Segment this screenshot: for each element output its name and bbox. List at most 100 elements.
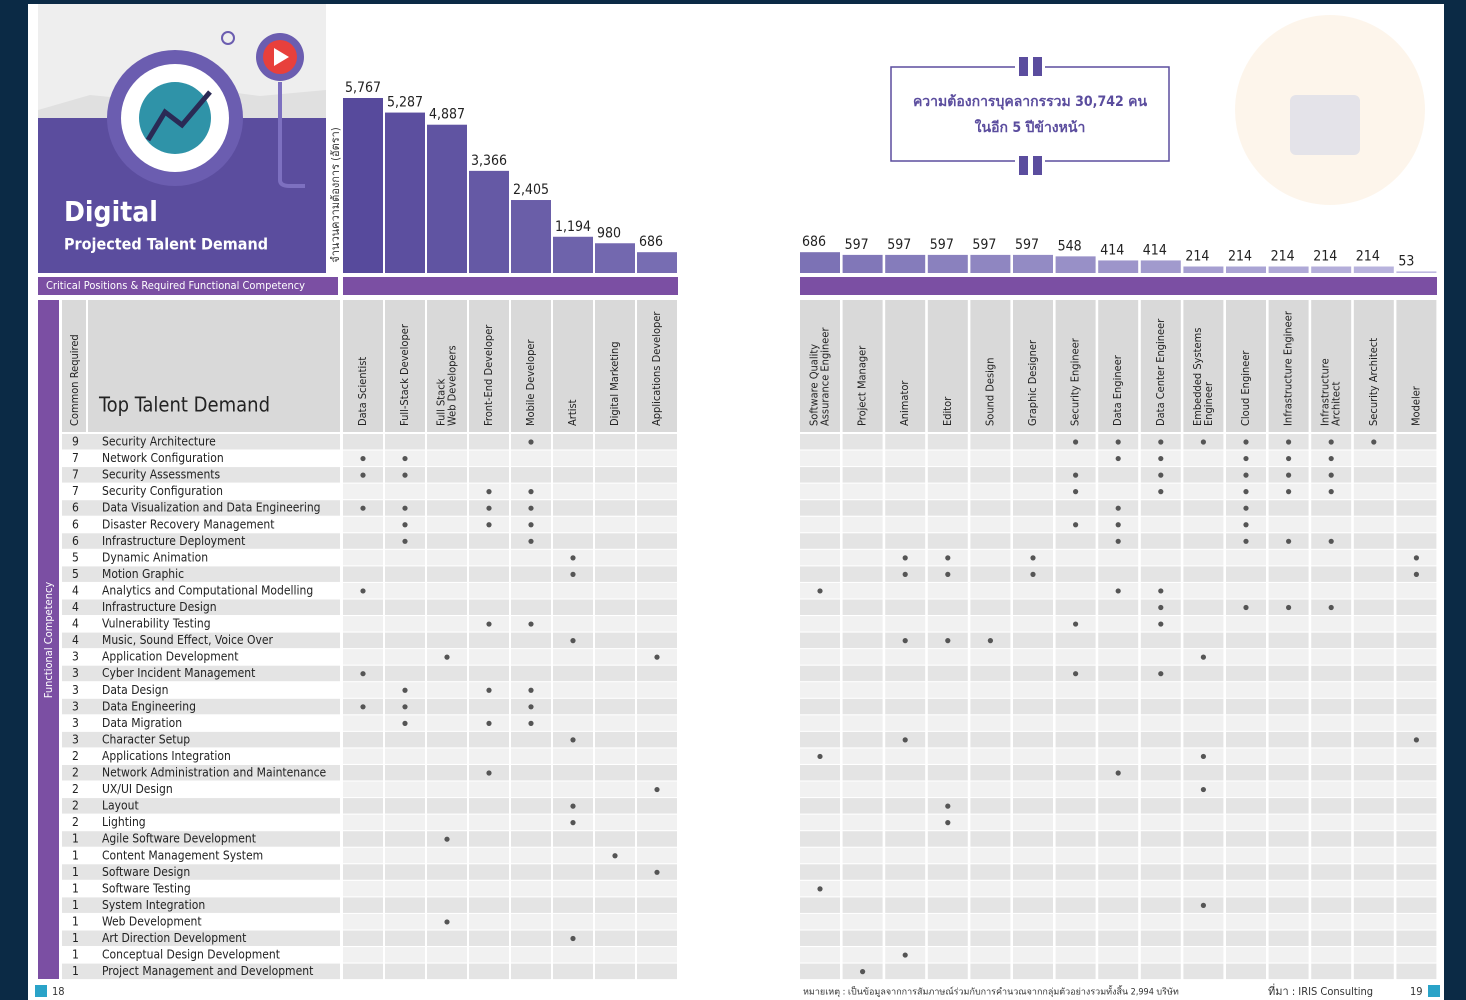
dot	[654, 655, 659, 660]
cell	[553, 484, 593, 500]
cell	[1183, 616, 1223, 632]
cell	[595, 682, 635, 698]
column-header-line: Security Architect	[1367, 338, 1380, 426]
dot	[945, 804, 950, 809]
cell	[1141, 798, 1181, 814]
count: 1	[72, 931, 79, 945]
cell	[843, 434, 883, 450]
cell	[1056, 500, 1096, 516]
column-header-line: Security Engineer	[1069, 337, 1082, 426]
dot	[1158, 439, 1163, 444]
cell	[1311, 715, 1351, 731]
cell	[385, 649, 425, 665]
cell	[343, 864, 383, 880]
cell	[1396, 947, 1436, 963]
dot	[903, 572, 908, 577]
cell	[885, 600, 925, 616]
cell	[970, 881, 1010, 897]
cell	[1226, 566, 1266, 582]
skill: Motion Graphic	[102, 567, 184, 581]
dot	[1286, 539, 1291, 544]
cell	[843, 633, 883, 649]
cell	[427, 434, 467, 450]
cell	[800, 848, 840, 864]
cell	[1354, 914, 1394, 930]
page-marker	[1428, 985, 1440, 997]
cell	[885, 649, 925, 665]
dot	[1243, 522, 1248, 527]
cell	[427, 765, 467, 781]
cell	[885, 715, 925, 731]
cell	[511, 633, 551, 649]
cell	[427, 881, 467, 897]
cell	[1226, 798, 1266, 814]
column-header-line: Mobile Developer	[524, 339, 537, 426]
count: 3	[72, 683, 79, 697]
cell	[1269, 666, 1309, 682]
cell	[1226, 947, 1266, 963]
cell	[1141, 517, 1181, 533]
bar	[970, 255, 1010, 273]
dot	[360, 506, 365, 511]
bar	[1098, 260, 1138, 273]
dot	[612, 853, 617, 858]
skill: Security Assessments	[102, 468, 221, 482]
dot	[1201, 787, 1206, 792]
cell	[885, 798, 925, 814]
cell	[1098, 782, 1138, 798]
cell	[343, 848, 383, 864]
column-header: Mobile Developer	[524, 339, 537, 426]
cell	[511, 914, 551, 930]
dot	[444, 837, 449, 842]
cell	[511, 550, 551, 566]
cell	[427, 484, 467, 500]
cell	[427, 616, 467, 632]
dot	[1329, 489, 1334, 494]
cell	[595, 914, 635, 930]
cell	[1269, 914, 1309, 930]
cell	[637, 715, 677, 731]
column-header-line: Data Scientist	[356, 357, 369, 426]
dot	[1158, 588, 1163, 593]
dot	[1243, 506, 1248, 511]
cell	[469, 467, 509, 483]
cell	[885, 616, 925, 632]
cell	[843, 881, 883, 897]
bar	[1396, 271, 1436, 273]
cell	[511, 964, 551, 980]
cell	[511, 748, 551, 764]
cell	[553, 600, 593, 616]
cell	[1354, 782, 1394, 798]
cell	[1141, 699, 1181, 715]
cell	[553, 533, 593, 549]
cell	[1056, 831, 1096, 847]
cell	[1354, 467, 1394, 483]
bar-label: 548	[1058, 238, 1082, 254]
cell	[553, 649, 593, 665]
cell	[511, 864, 551, 880]
cell	[1396, 798, 1436, 814]
cell	[343, 831, 383, 847]
cell	[385, 748, 425, 764]
cell	[885, 964, 925, 980]
dot	[528, 506, 533, 511]
cell	[1354, 864, 1394, 880]
cell	[1226, 633, 1266, 649]
cell	[385, 666, 425, 682]
cell	[637, 434, 677, 450]
cell	[511, 798, 551, 814]
cell	[800, 699, 840, 715]
cell	[1354, 566, 1394, 582]
dot	[1414, 555, 1419, 560]
cell	[1056, 732, 1096, 748]
cell	[1183, 798, 1223, 814]
dot	[1329, 439, 1334, 444]
cell	[1354, 600, 1394, 616]
cell	[1056, 765, 1096, 781]
cell	[800, 897, 840, 913]
cell	[553, 682, 593, 698]
cell	[595, 897, 635, 913]
cell	[511, 566, 551, 582]
cell	[1354, 500, 1394, 516]
cell	[1396, 699, 1436, 715]
